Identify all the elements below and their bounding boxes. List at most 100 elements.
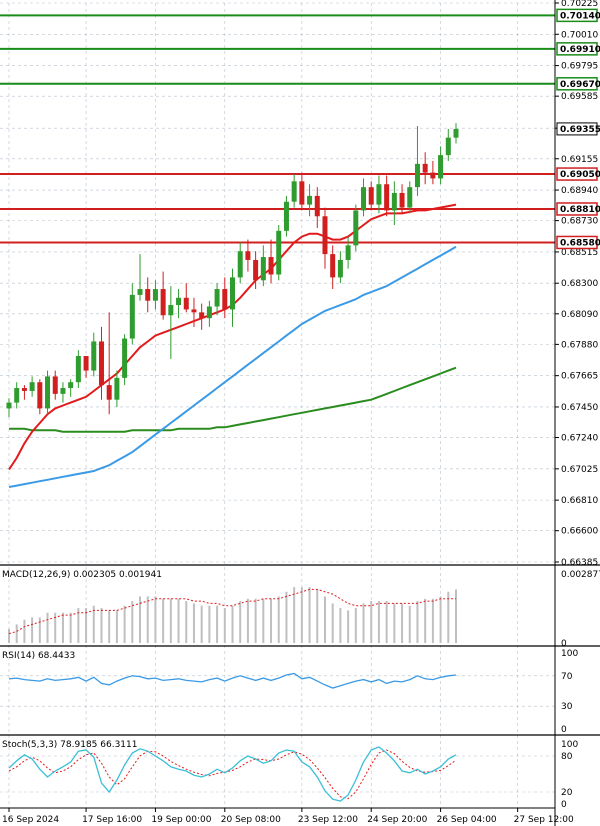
level-tag-label: 0.69670 [560, 80, 600, 90]
candle-body [91, 341, 97, 371]
x-tick-label: 17 Sep 16:00 [82, 815, 142, 825]
indicator-panes: MACD(12,26,9) 0.002305 0.001941 0.002877 0… [0, 564, 600, 810]
candle-body [391, 192, 397, 211]
x-tick-label: 27 Sep 12:00 [514, 815, 574, 825]
x-tick-label: 26 Sep 04:00 [437, 815, 497, 825]
stoch-axis-label: 0 [561, 800, 567, 810]
y-tick-label: 0.68515 [561, 248, 598, 258]
candle-body [407, 187, 413, 208]
macd-axis-top: 0.002877 [561, 570, 600, 580]
candle-body [206, 306, 212, 319]
candle-body [345, 245, 351, 260]
candle-body [276, 230, 282, 275]
candle-body [368, 187, 374, 205]
candle-body [98, 341, 104, 386]
candle-body [21, 388, 27, 391]
candle-body [137, 289, 143, 295]
candle-body [322, 216, 328, 255]
candle-body [129, 294, 135, 339]
macd-axis-zero: 0 [561, 639, 567, 649]
level-tag-label: 0.69050 [560, 170, 600, 180]
stoch-axis-label: 20 [561, 788, 573, 798]
stoch-main-line [8, 746, 457, 802]
y-tick-label: 0.66600 [561, 527, 598, 537]
candle-body [438, 155, 444, 179]
candle-body [399, 192, 405, 208]
candle-body [214, 289, 220, 307]
candle-body [291, 181, 297, 202]
macd-signal-line [8, 588, 456, 635]
y-tick-label: 0.67665 [561, 372, 598, 382]
candle-body [453, 128, 459, 138]
level-tag-label: 0.69910 [560, 45, 600, 55]
candle-body [260, 257, 266, 281]
y-tick-label: 0.68300 [561, 279, 598, 289]
y-tick-label: 0.67025 [561, 465, 598, 475]
candle-body [268, 257, 274, 275]
level-tag [556, 202, 598, 216]
level-tag [556, 77, 598, 91]
candle-body [176, 297, 182, 306]
labels: 0.70140 0.69910 0.69670 0.69050 0.68810 0.685… [556, 8, 600, 250]
y-tick-label: 0.66385 [561, 558, 598, 568]
candle-body [353, 210, 359, 246]
candle-body [445, 137, 451, 156]
candle-body [199, 312, 205, 319]
rsi-axis-label: 0 [561, 725, 567, 735]
candle-body [114, 377, 120, 400]
candle-body [361, 187, 367, 211]
candle-body [37, 382, 43, 409]
candle-body [237, 251, 243, 278]
level-tag [556, 8, 598, 23]
y-tick-label: 0.69155 [561, 155, 598, 165]
x-tick-label: 24 Sep 20:00 [367, 815, 427, 825]
macd-label: MACD(12,26,9) 0.002305 0.001941 [2, 570, 162, 580]
level-tag-label: 0.68580 [560, 238, 600, 248]
candle-body [191, 309, 197, 313]
y-tick-label: 0.67880 [561, 340, 598, 350]
candle-body [60, 388, 66, 394]
candle-body [307, 195, 313, 205]
candle-body [152, 289, 158, 301]
stoch-label: Stoch(5,3,3) 78.9185 66.3111 [2, 740, 137, 750]
level-tag [556, 42, 598, 56]
candle-body [183, 297, 189, 310]
rsi-axis-label: 70 [561, 672, 573, 682]
candle-body [314, 195, 320, 217]
candle-body [330, 254, 336, 278]
y-tick-label: 0.69795 [561, 62, 598, 72]
candle-body [414, 163, 420, 188]
grid [0, 2, 555, 808]
y-tick-label: 0.68730 [561, 217, 598, 227]
rsi-label: RSI(14) 68.4433 [2, 651, 75, 661]
candle-body [337, 259, 343, 278]
rsi-axis-label: 100 [561, 649, 578, 659]
candle-body [222, 289, 228, 310]
candle-body [168, 305, 174, 316]
support-resistance-levels [0, 14, 555, 244]
x-tick-label: 23 Sep 12:00 [298, 815, 358, 825]
candle-body [83, 356, 89, 371]
level-tag [556, 167, 598, 181]
candles [6, 123, 459, 418]
stoch-signal-line [8, 749, 457, 800]
rsi-line [8, 672, 457, 689]
x-tick-label: 16 Sep 2024 [2, 815, 59, 825]
candle-body [14, 388, 20, 403]
candle-body [384, 184, 390, 211]
stoch-axis-label: 80 [561, 752, 573, 762]
ma-mid-line [8, 245, 457, 488]
candle-body [160, 289, 166, 316]
y-tick-label: 0.66810 [561, 496, 598, 506]
candle-body [75, 356, 81, 383]
stoch-axis-label: 100 [561, 740, 578, 750]
y-tick-label: 0.70010 [561, 30, 598, 40]
candle-body [145, 289, 151, 301]
candle-body [283, 201, 289, 231]
y-tick-label: 0.68940 [561, 186, 598, 196]
candle-body [422, 163, 428, 173]
candle-body [230, 277, 235, 310]
ma-fast-line [8, 203, 457, 471]
moving-averages [8, 203, 457, 488]
candle-body [68, 382, 74, 389]
